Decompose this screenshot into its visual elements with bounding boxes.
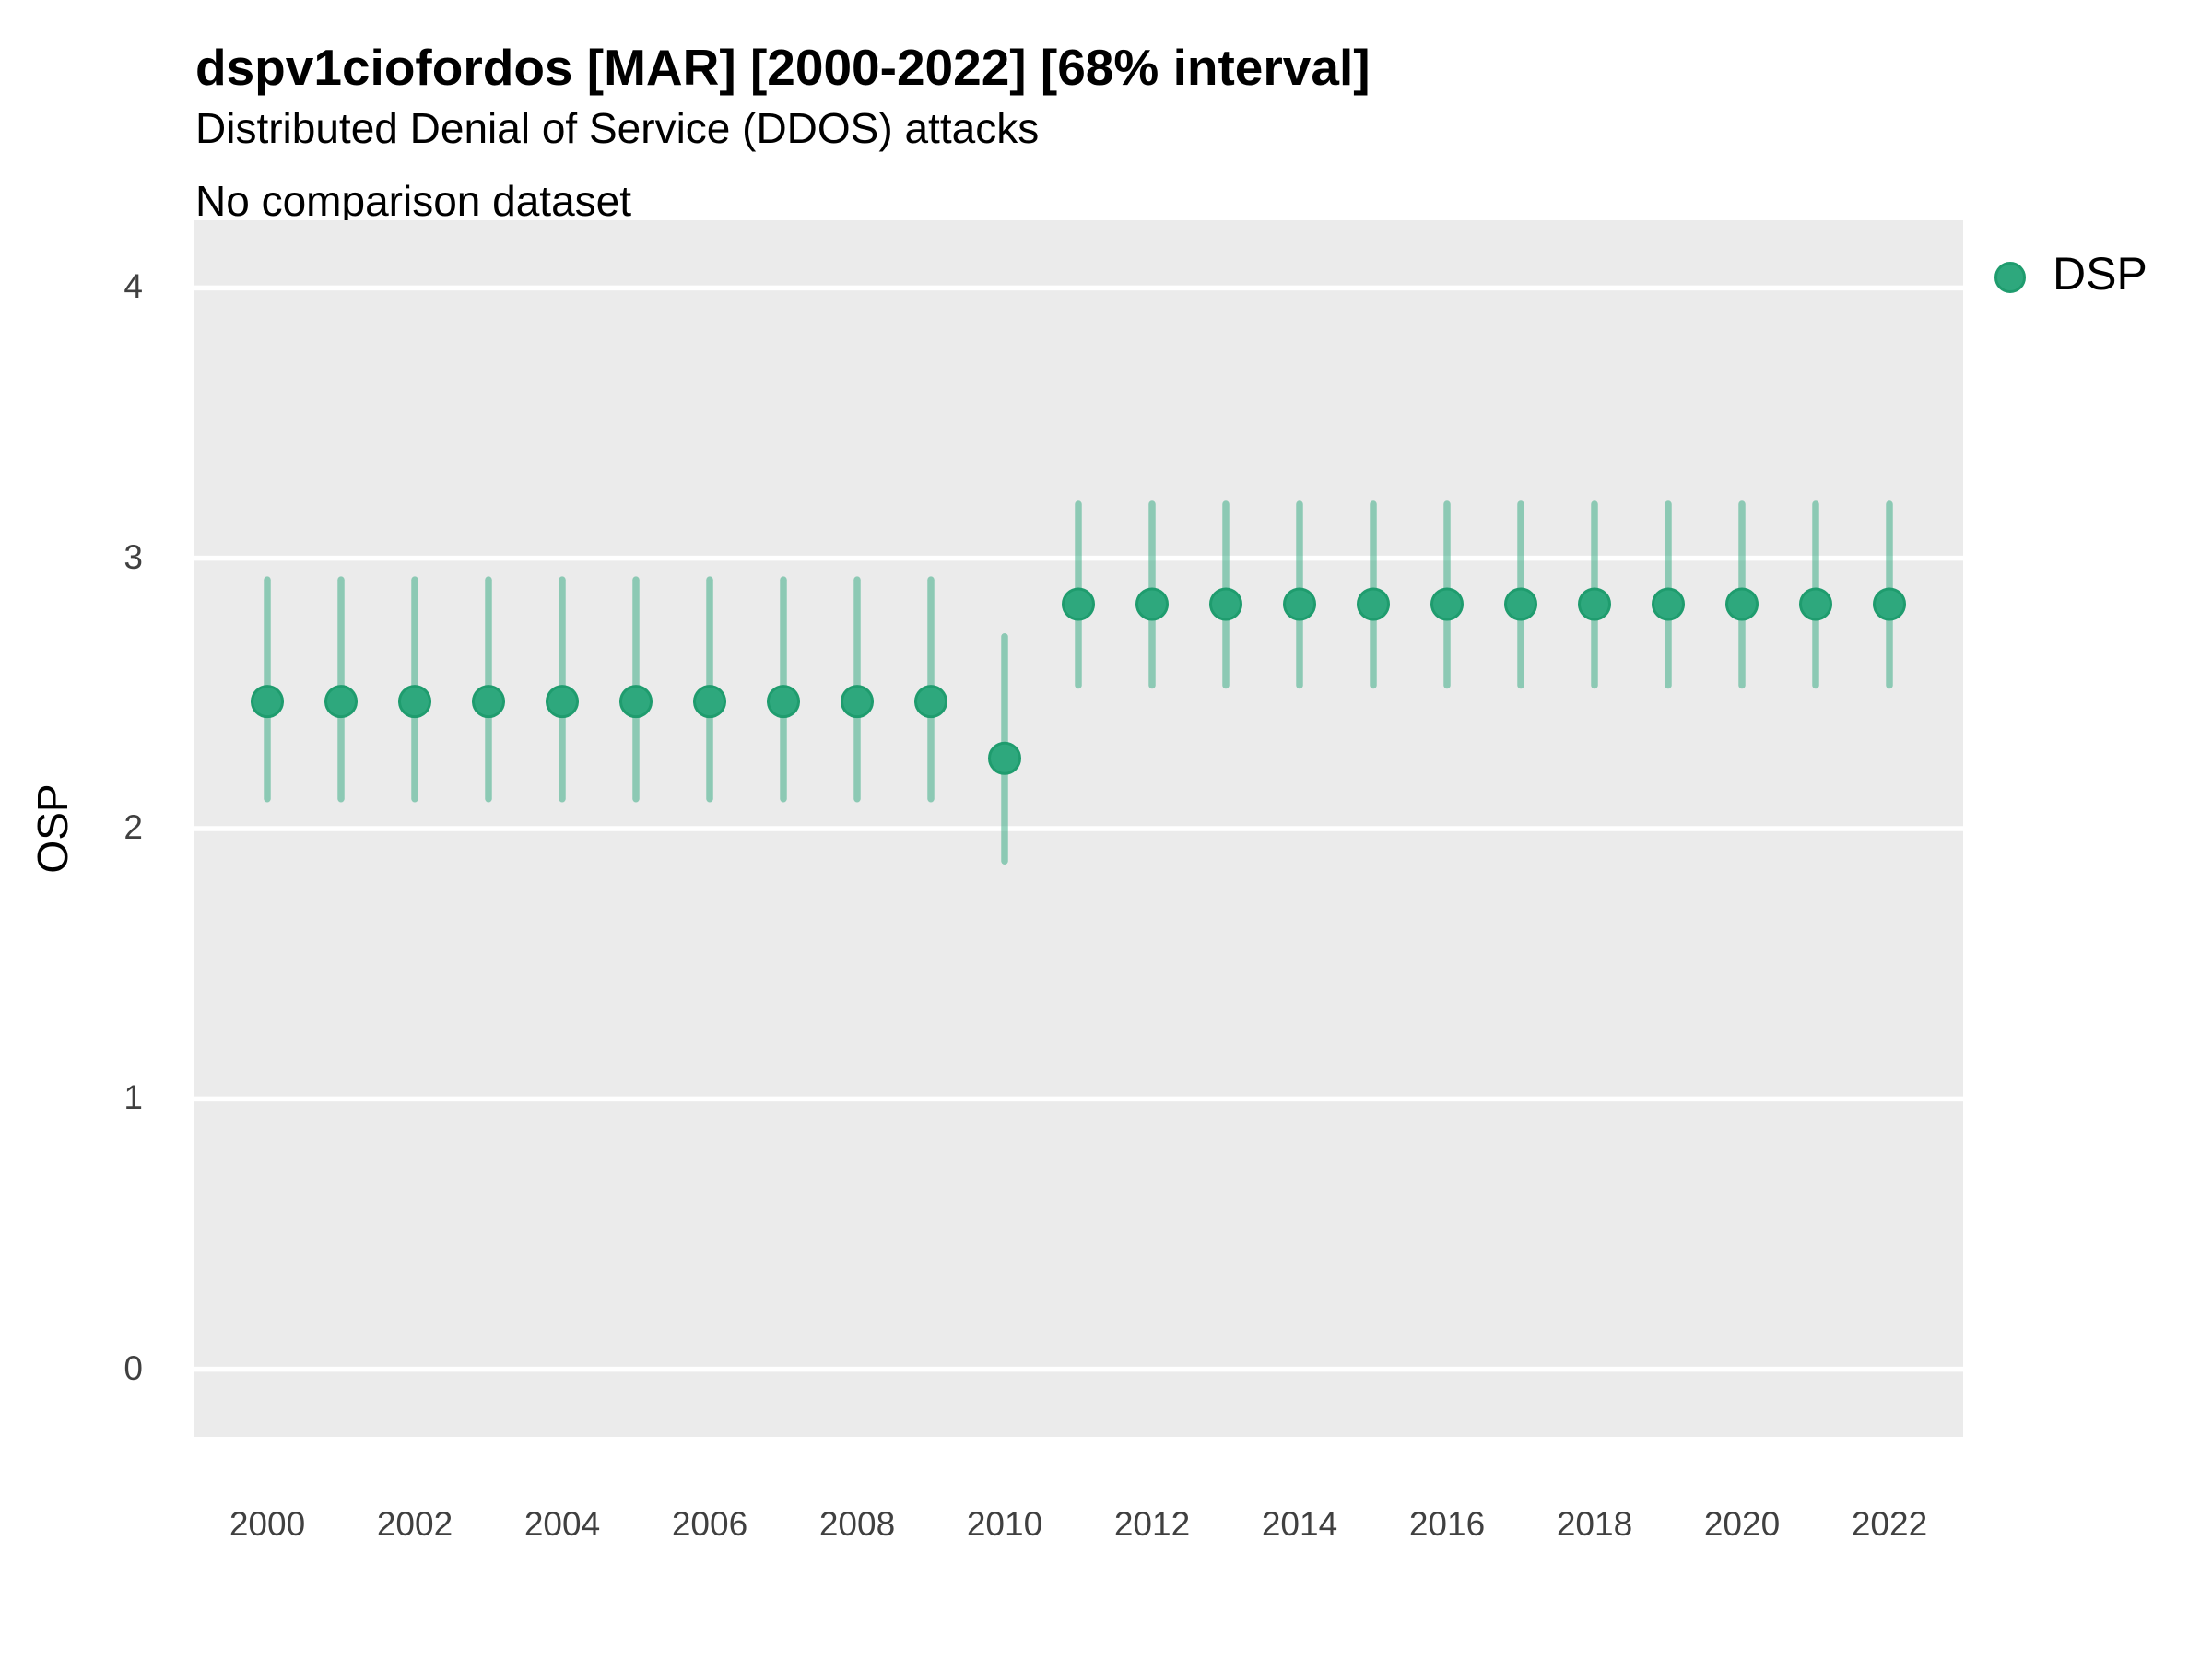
- data-point: [1357, 587, 1390, 621]
- y-tick-label: 0: [124, 1348, 143, 1387]
- data-point: [546, 685, 579, 719]
- y-tick-label: 3: [124, 537, 143, 576]
- data-point: [693, 685, 726, 719]
- x-tick-label: 2016: [1408, 1505, 1486, 1543]
- y-tick-label: 2: [124, 808, 143, 846]
- x-tick-label: 2004: [524, 1505, 601, 1543]
- data-point: [1652, 587, 1685, 621]
- x-tick-label: 2012: [1113, 1505, 1191, 1543]
- x-tick-label: 2020: [1703, 1505, 1781, 1543]
- data-point: [251, 685, 284, 719]
- data-point: [1430, 587, 1464, 621]
- data-point: [472, 685, 505, 719]
- x-tick-label: 2006: [671, 1505, 748, 1543]
- data-point: [1062, 587, 1095, 621]
- x-tick-label: 2000: [229, 1505, 306, 1543]
- legend-point-icon: [1994, 262, 2026, 293]
- data-point: [841, 685, 874, 719]
- y-tick-label: 1: [124, 1078, 143, 1117]
- chart-title: dspv1ciofordos [MAR] [2000-2022] [68% in…: [195, 39, 1371, 96]
- data-point: [914, 685, 947, 719]
- data-point: [1504, 587, 1537, 621]
- x-tick-label: 2008: [818, 1505, 896, 1543]
- data-point: [324, 685, 358, 719]
- chart-subtitle: Distributed Denial of Service (DDOS) att…: [195, 104, 1040, 152]
- data-point: [1873, 587, 1906, 621]
- x-tick-label: 2018: [1556, 1505, 1633, 1543]
- data-point: [1799, 587, 1832, 621]
- data-point: [1209, 587, 1242, 621]
- data-point: [1283, 587, 1316, 621]
- data-point: [767, 685, 800, 719]
- data-point: [1135, 587, 1169, 621]
- data-point: [1578, 587, 1611, 621]
- legend-label: DSP: [2053, 248, 2147, 300]
- data-point: [398, 685, 431, 719]
- x-tick-label: 2002: [376, 1505, 453, 1543]
- data-point: [619, 685, 653, 719]
- comparison-note: No comparison dataset: [195, 177, 632, 225]
- data-point: [988, 741, 1021, 775]
- x-tick-label: 2010: [966, 1505, 1043, 1543]
- plot-panel: [194, 220, 1963, 1437]
- x-tick-label: 2014: [1261, 1505, 1338, 1543]
- data-point: [1725, 587, 1759, 621]
- y-tick-label: 4: [124, 267, 143, 306]
- x-tick-label: 2022: [1851, 1505, 1928, 1543]
